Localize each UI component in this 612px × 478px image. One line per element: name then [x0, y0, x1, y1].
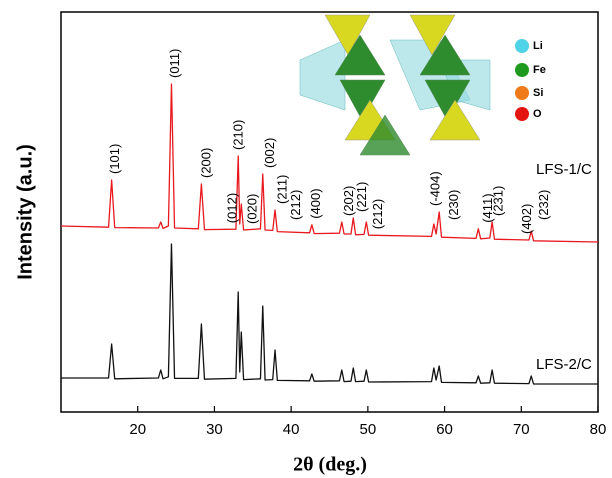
x-tick-label: 50 — [360, 421, 377, 438]
series-label: LFS-1/C — [536, 161, 592, 178]
peak-annotation: (212) — [288, 190, 303, 220]
atom-si — [515, 86, 529, 100]
x-tick-label: 60 — [436, 421, 453, 438]
x-tick-label: 70 — [513, 421, 530, 438]
peak-annotation: (221) — [354, 182, 369, 212]
atom-li — [515, 39, 529, 53]
peak-annotation: (012) — [224, 193, 239, 223]
peak-annotation: (002) — [262, 138, 277, 168]
atom-fe — [515, 63, 529, 77]
atom-label: Li — [533, 40, 543, 52]
crystal-inset: Li Fe Si O — [300, 15, 546, 155]
peak-annotation: (211) — [274, 175, 289, 204]
peak-annotation: (020) — [244, 194, 259, 224]
peak-annotation: (232) — [536, 190, 551, 220]
peak-annotation: (011) — [167, 49, 182, 78]
peak-annotation: (402) — [519, 204, 534, 234]
atom-label: O — [533, 108, 542, 120]
atom-label: Si — [533, 87, 543, 99]
atom-o — [515, 107, 529, 121]
series-line — [61, 244, 598, 384]
peak-annotation: (101) — [107, 144, 122, 174]
x-tick-label: 40 — [283, 421, 300, 438]
peak-annotation: (-404) — [428, 171, 443, 206]
peak-annotation: (212) — [370, 199, 385, 229]
peak-annotation: (200) — [198, 148, 213, 178]
peak-annotation: (400) — [308, 188, 323, 218]
y-axis-label: Intensity (a.u.) — [14, 144, 36, 280]
chart: Li Fe Si O 2θ (deg.) Intensity (a.u.) LF… — [0, 0, 612, 478]
series-line — [61, 84, 598, 242]
series-label: LFS-2/C — [536, 356, 592, 373]
peak-annotation: (231) — [491, 186, 506, 216]
peak-annotation: (210) — [231, 120, 246, 150]
x-tick-label: 30 — [206, 421, 223, 438]
atom-label: Fe — [533, 64, 546, 76]
x-tick-label: 20 — [129, 421, 146, 438]
x-tick-label: 80 — [590, 421, 607, 438]
x-axis-label: 2θ (deg.) — [293, 454, 367, 476]
peak-annotation: (230) — [446, 190, 461, 220]
page: {"chart_data": { "type": "line", "x_labe… — [0, 0, 612, 478]
